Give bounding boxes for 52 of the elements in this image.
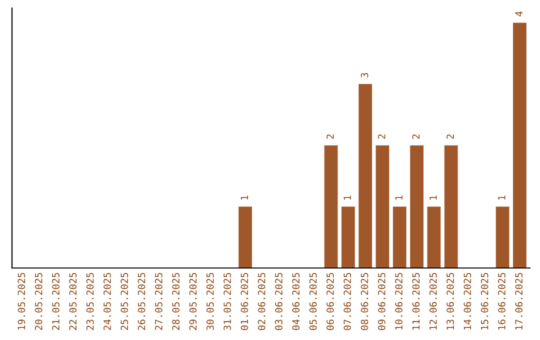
data-label: 2 xyxy=(378,134,386,139)
data-label: 1 xyxy=(395,196,402,200)
data-label: 2 xyxy=(412,134,420,139)
x-tick-label: 30.05.2025 xyxy=(206,272,214,330)
x-tick-label: 07.06.2025 xyxy=(344,272,352,330)
bar xyxy=(427,206,441,268)
x-tick-label: 01.06.2025 xyxy=(240,272,248,330)
data-label: 1 xyxy=(344,196,351,200)
x-tick-label: 19.05.2025 xyxy=(18,272,26,330)
x-tick-label: 13.06.2025 xyxy=(446,272,454,330)
x-tick-label: 24.05.2025 xyxy=(104,272,111,330)
bar xyxy=(358,84,372,268)
x-tick-label: 29.05.2025 xyxy=(189,272,197,330)
x-tick-label: 10.06.2025 xyxy=(395,272,402,330)
x-tick-label: 15.06.2025 xyxy=(480,272,488,330)
x-tick-label: 31.05.2025 xyxy=(224,272,231,330)
x-tick-label: 12.06.2025 xyxy=(429,272,437,330)
bar xyxy=(410,145,424,268)
x-tick-label: 06.06.2025 xyxy=(326,272,334,330)
x-tick-label: 20.05.2025 xyxy=(34,272,42,330)
x-tick-label: 08.06.2025 xyxy=(360,272,368,330)
data-label: 4 xyxy=(515,11,522,16)
data-label: 1 xyxy=(430,196,437,200)
bar xyxy=(238,206,252,268)
bar xyxy=(324,145,338,268)
x-tick-label: 09.06.2025 xyxy=(378,272,386,330)
bar xyxy=(513,22,526,268)
data-label: 1 xyxy=(498,196,506,200)
x-tick-label: 27.05.2025 xyxy=(155,272,162,330)
x-tick-label: 03.06.2025 xyxy=(275,272,282,330)
x-tick-label: 26.05.2025 xyxy=(138,272,146,330)
bar xyxy=(496,206,510,268)
x-tick-label: 02.06.2025 xyxy=(258,272,266,330)
data-label: 3 xyxy=(360,73,368,78)
x-tick-label: 22.05.2025 xyxy=(69,272,77,330)
x-tick-label: 16.06.2025 xyxy=(498,272,506,330)
x-tick-label: 04.06.2025 xyxy=(292,272,300,330)
data-label: 2 xyxy=(326,134,334,139)
x-tick-label: 28.05.2025 xyxy=(172,272,180,330)
x-tick-label: 17.06.2025 xyxy=(515,272,523,330)
x-tick-label: 25.05.2025 xyxy=(120,272,128,330)
x-tick-label: 05.06.2025 xyxy=(309,272,317,330)
x-tick-label: 11.06.2025 xyxy=(412,272,420,330)
bar xyxy=(341,206,355,268)
bar xyxy=(376,145,390,268)
bar xyxy=(444,145,458,268)
data-label: 1 xyxy=(240,196,248,200)
x-tick-label: 23.05.2025 xyxy=(86,272,94,330)
data-label: 2 xyxy=(446,134,454,139)
x-tick-label: 14.06.2025 xyxy=(464,272,472,330)
x-tick-label: 21.05.2025 xyxy=(52,272,60,330)
bar xyxy=(392,206,406,268)
